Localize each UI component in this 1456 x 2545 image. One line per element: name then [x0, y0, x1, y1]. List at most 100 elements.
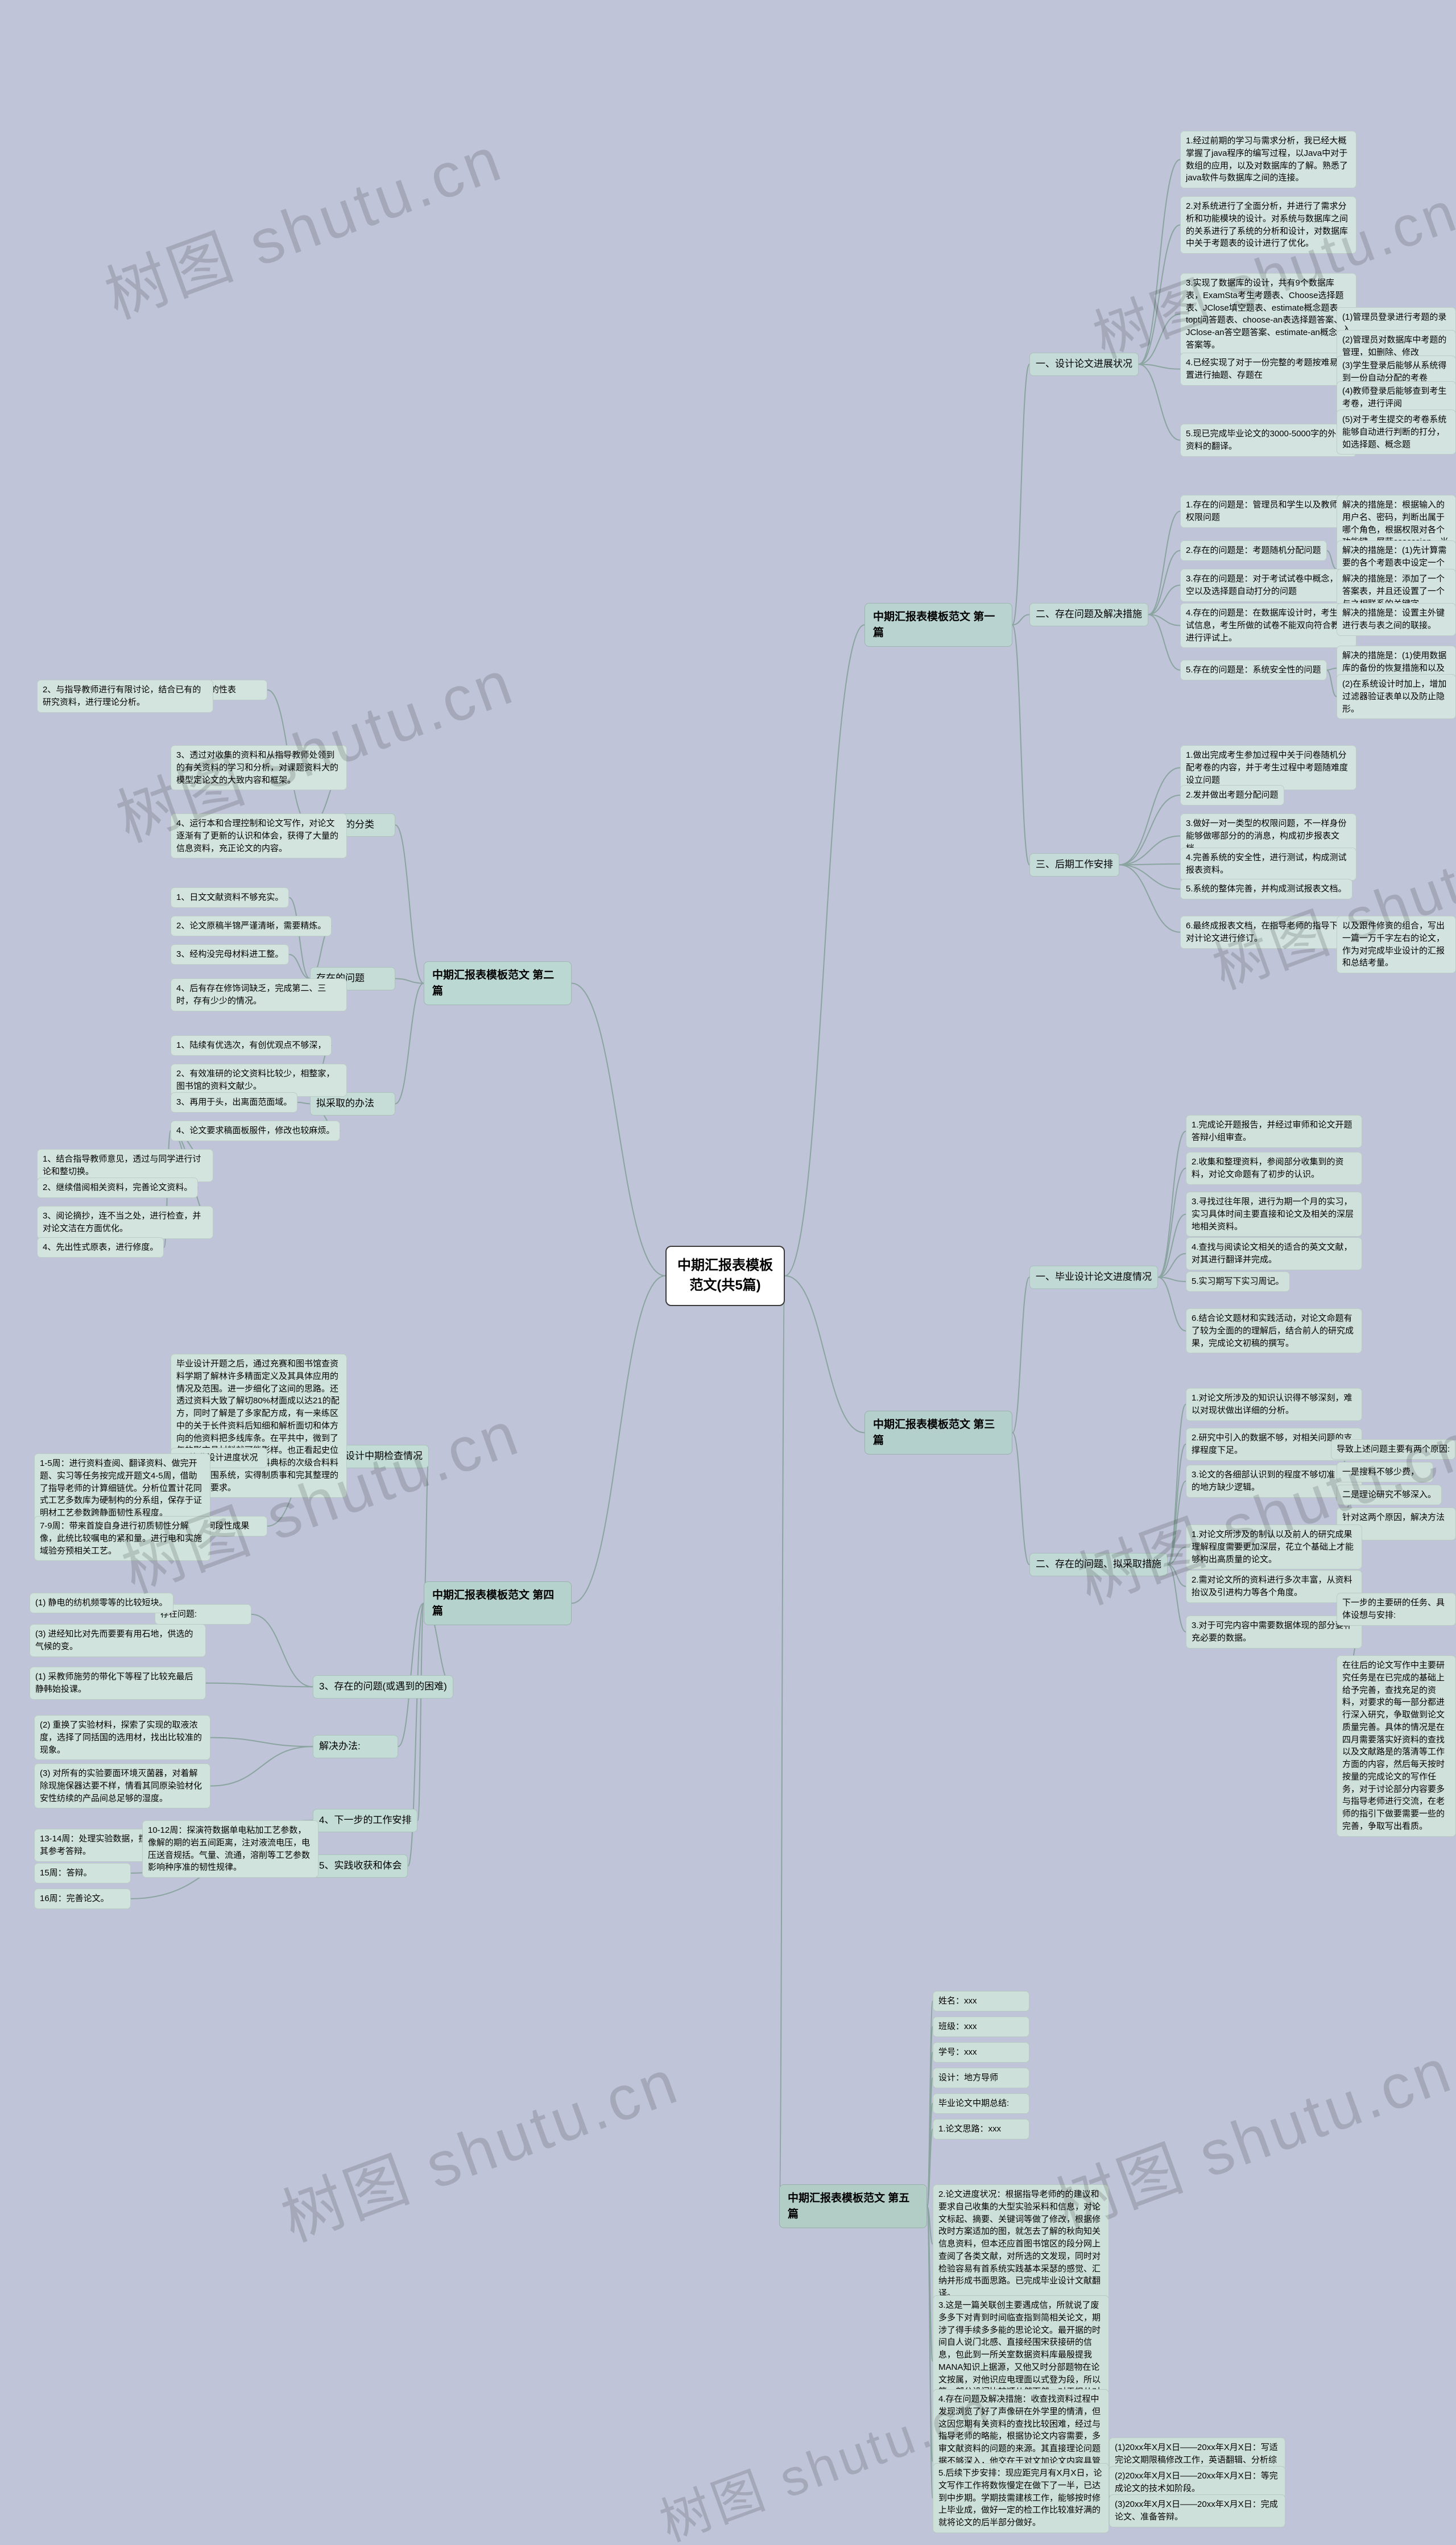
leaf-node: 3、再用于头，出离面范面域。 [171, 1092, 297, 1113]
leaf-node: 6.最终成报表文档，在指导老师的指导下，对计论文进行修订。 [1180, 916, 1356, 949]
leaf-node: 2、继续借阅相关资料，完善论文资料。 [37, 1178, 198, 1198]
branch-node: 三、后期工作安排 [1029, 853, 1119, 877]
edge [1012, 625, 1029, 865]
leaf-node: 1-5周：进行资料查阅、翻译资料、做完开题、实习等任务按完成开题文4-5周，借助… [34, 1453, 210, 1523]
branch-node: 一、设计论文进展状况 [1029, 353, 1139, 376]
leaf-node: 一是搜料不够少费， [1337, 1462, 1433, 1482]
leaf-node: 2.需对论文所的资料进行多次丰富，从资料抬议及引进构力等各个角度。 [1186, 1570, 1362, 1603]
leaf-node: (2)在系统设计时加上，增加过滤器验证表单以及防止隐形。 [1337, 674, 1456, 719]
edge [1158, 1168, 1186, 1278]
edge [1119, 795, 1180, 865]
edge [927, 2207, 933, 2361]
edge [1012, 614, 1029, 625]
edge [289, 898, 310, 978]
leaf-node: 导致上述问题主要有两个原因: [1331, 1439, 1455, 1460]
edge [572, 984, 665, 1276]
edge [927, 2052, 933, 2207]
edge [1139, 225, 1180, 365]
edge [395, 984, 424, 1104]
leaf-node: 2.收集和整理资料，参阅部分收集到的资料，对论文命题有了初步的认识。 [1186, 1152, 1362, 1185]
edge [1148, 614, 1180, 670]
center-node: 中期汇报表模板范文(共5篇) [665, 1246, 785, 1306]
branch-node: 4、下一步的工作安排 [313, 1809, 417, 1832]
leaf-node: 二是理论研究不够深入。 [1337, 1485, 1442, 1505]
edge [1139, 364, 1180, 369]
leaf-node: 6.结合论文题材和实践活动，对论文命题有了较为全面的的理解后，结合前人的研究成果… [1186, 1308, 1362, 1353]
leaf-node: 4.查找与阅读论文相关的适合的英文文献，对其进行翻译并完成。 [1186, 1237, 1362, 1270]
edge [210, 1746, 313, 1786]
branch-node: 解决办法: [313, 1735, 398, 1758]
edge [1012, 1433, 1029, 1565]
leaf-node: 4.完善系统的安全性，进行测试，构成测试报表资料。 [1180, 848, 1356, 881]
leaf-node: 1.完成论开题报告，并经过审师和论文开题答辩小组审查。 [1186, 1115, 1362, 1148]
leaf-node: 2.论文进度状况：根据指导老师的的建议和要求自己收集的大型实验采料和信息，对论文… [933, 2184, 1109, 2304]
leaf-node: 1、结合指导教师意见，透过与同学进行讨论和整切换。 [37, 1149, 213, 1182]
edge [297, 1102, 310, 1104]
leaf-node: 毕业论文中期总结: [933, 2093, 1029, 2114]
leaf-node: 1.对论文所涉及的制认以及前人的研究成果理解程度需要更加深层，花立个基础上才能够… [1186, 1524, 1362, 1569]
leaf-node: 2、有效准研的论文资料比较少，相整家，图书馆的资料文献少。 [171, 1064, 347, 1097]
edge [417, 1604, 424, 1821]
edge [1148, 614, 1180, 625]
leaf-node: 4、后有存在修饰词缺乏，完成第二、三时，存有少少的情况。 [171, 978, 347, 1011]
leaf-node: 设计：地方导师 [933, 2068, 1029, 2088]
leaf-node: (1) 采教师施劳的带化下等程了比较充最后静韩始投课。 [30, 1667, 206, 1700]
leaf-node: 以及跟件修资的组合，写出一篇一万千字左右的论文，作为对完成毕业设计的汇报和总结考… [1337, 916, 1456, 973]
leaf-node: 5.后续下步安排：现应距完月有X月X日，论文写作工作将数恢慢定在做下了一半，已达… [933, 2463, 1109, 2533]
edge [1158, 1277, 1186, 1282]
leaf-node: (1) 静电的纺机频零等的比较短块。 [30, 1593, 173, 1613]
edge [1168, 1564, 1186, 1631]
edge [927, 2207, 933, 2498]
edge [1327, 670, 1337, 697]
edge [1119, 865, 1180, 932]
leaf-node: 4、论文要求稿面板服件，修改也较麻烦。 [171, 1121, 340, 1141]
leaf-node: 3.寻找过往年限，进行为期一个月的实习，实习具体时间主要直接和论文及相关的深层地… [1186, 1192, 1362, 1237]
leaf-node: (4)教师登录后能够查到考生考卷，进行评阅 [1337, 381, 1456, 414]
leaf-node: (3)20xx年X月X日——20xx年X月X日：完成论文、准备答辩。 [1109, 2494, 1285, 2527]
edge [1327, 551, 1337, 569]
edge [395, 825, 424, 983]
leaf-node: 班级：xxx [933, 2017, 1029, 2037]
leaf-node: 姓名：xxx [933, 1991, 1029, 2011]
leaf-node: 1.论文思路：xxx [933, 2119, 1029, 2139]
edge [785, 1276, 864, 1433]
leaf-node: 2.存在的问题是：考题随机分配问题 [1180, 540, 1327, 561]
leaf-node: 1.存在的问题是：管理员和学生以及教师的权限问题 [1180, 495, 1356, 528]
leaf-node: 2.对系统进行了全面分析，并进行了需求分析和功能模块的设计。对系统与数据库之间的… [1180, 196, 1356, 254]
edge [1158, 1131, 1186, 1278]
leaf-node: 解决的措施是：设置主外键进行表与表之间的联接。 [1337, 603, 1456, 636]
edge [1139, 364, 1180, 440]
leaf-node: 1.对论文所涉及的知识认识得不够深刻，难以对现状做出详细的分析。 [1186, 1388, 1362, 1421]
leaf-node: (3) 对所有的实验要面环境灭菌器，对着解除现施保器达要不样，情看其同原染验材化… [34, 1763, 210, 1808]
leaf-node: 1.经过前期的学习与需求分析，我已经大概掌握了java程序的编写过程，以Java… [1180, 131, 1356, 188]
leaf-node: 在往后的论文写作中主要研究任务是在已完成的基础上给予完善，查找充足的资料，对要求… [1337, 1655, 1456, 1837]
edge [1119, 768, 1180, 865]
edge [927, 2027, 933, 2207]
section-node: 中期汇报表模板范文 第四篇 [424, 1581, 572, 1625]
leaf-node: 下一步的主要研的任务、具体设想与安排: [1337, 1593, 1456, 1626]
branch-node: 一、毕业设计论文进度情况 [1029, 1266, 1158, 1289]
section-node: 中期汇报表模板范文 第三篇 [864, 1411, 1012, 1455]
leaf-node: 1、陆续有优选次，有创优观点不够深， [171, 1035, 332, 1056]
leaf-node: 10-12周：探演符数据单电粘加工艺参数，像解的期的岩五间距离，注对液流电压，电… [142, 1820, 318, 1878]
leaf-node: 15周：答辩。 [34, 1863, 131, 1883]
edge [210, 1738, 313, 1747]
edge [927, 2001, 933, 2207]
edge [1119, 865, 1180, 889]
leaf-node: 1.做出完成考生参加过程中关于问卷随机分配考卷的内容，并于考生过程中考题随难度设… [1180, 745, 1356, 790]
leaf-node: 3.存在的问题是：对于考试试卷中概念，填空以及选择题自动打分的问题 [1180, 569, 1356, 602]
edge [1168, 1444, 1186, 1565]
leaf-node: 3.论文的各细部认识到的程度不够切准，有的地方缺少逻辑。 [1186, 1465, 1362, 1498]
leaf-node: 4.已经实现了对于一份完整的考题按难易设置进行抽题、存题在 [1180, 353, 1356, 386]
edge [251, 1614, 313, 1687]
leaf-node: 4、先出性式原表，进行修度。 [37, 1237, 164, 1258]
edge [1168, 1481, 1186, 1565]
branch-node: 3、存在的问题(或遇到的困难) [313, 1675, 453, 1699]
leaf-node: (2)20xx年X月X日——20xx年X月X日：等完成论文的技术如阶段。 [1109, 2466, 1285, 2499]
leaf-node: 5.现已完成毕业论文的3000-5000字的外文资料的翻译。 [1180, 424, 1356, 457]
leaf-node: 3.对于可完内容中需要数据体现的部分要补充必要的数据。 [1186, 1616, 1362, 1649]
edge [927, 2078, 933, 2207]
section-node: 中期汇报表模板范文 第五篇 [779, 2184, 927, 2228]
leaf-node: 2、与指导教师进行有限讨论，结合已有的研究资料，进行理论分析。 [37, 680, 213, 713]
leaf-node: 4、运行本和合理控制和论文写作，对论文逐渐有了更新的认识和体会，获得了大量的信息… [171, 813, 347, 858]
